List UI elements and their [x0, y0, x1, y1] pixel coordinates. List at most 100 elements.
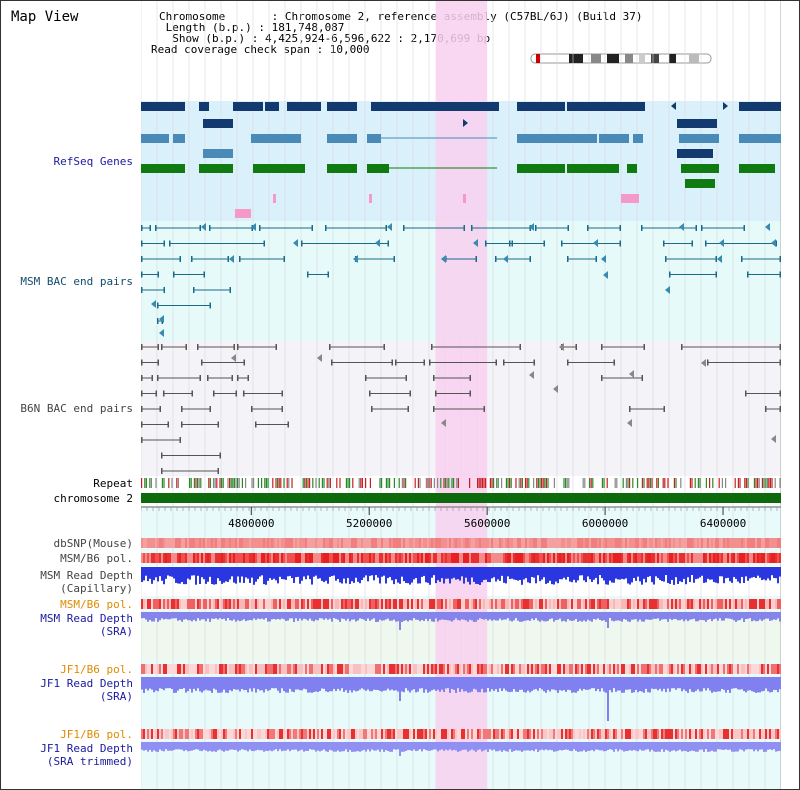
read-depth-bar — [209, 567, 211, 577]
repeat-mark — [237, 478, 239, 488]
polymorphism-cell — [771, 729, 773, 739]
read-depth-bar — [285, 677, 287, 693]
polymorphism-cell — [373, 729, 375, 739]
repeat-mark — [625, 478, 627, 488]
read-depth-bar — [477, 742, 479, 751]
strand-arrow-icon — [529, 371, 534, 379]
read-depth-bar — [531, 567, 533, 577]
polymorphism-cell — [449, 538, 451, 548]
read-depth-bar — [517, 612, 519, 621]
polymorphism-cell — [737, 599, 739, 609]
read-depth-bar — [551, 567, 553, 585]
polymorphism-cell — [459, 538, 461, 548]
polymorphism-cell — [223, 553, 225, 563]
read-depth-bar — [435, 567, 437, 584]
polymorphism-cell — [543, 664, 545, 674]
read-depth-bar — [761, 612, 763, 621]
polymorphism-cell — [557, 599, 559, 609]
polymorphism-cell — [565, 599, 567, 609]
read-depth-bar — [161, 612, 163, 619]
polymorphism-cell — [301, 599, 303, 609]
polymorphism-cell — [201, 729, 203, 739]
read-depth-bar — [287, 742, 289, 750]
repeat-mark — [469, 478, 471, 488]
bac-end — [157, 302, 159, 309]
polymorphism-cell — [393, 664, 395, 674]
repeat-mark — [592, 478, 594, 488]
read-depth-bar — [293, 742, 295, 750]
read-depth-bar — [655, 567, 657, 577]
polymorphism-cell — [617, 599, 619, 609]
repeat-mark — [497, 478, 499, 488]
read-depth-bar — [455, 567, 457, 580]
polymorphism-cell — [175, 553, 177, 563]
read-depth-bar — [243, 567, 245, 583]
polymorphism-cell — [185, 553, 187, 563]
polymorphism-cell — [741, 664, 743, 674]
genome-track-canvas[interactable]: 4800000 5200000 5600000 6000000 6400000 — [141, 1, 781, 789]
read-depth-bar — [697, 677, 699, 690]
read-depth-bar — [295, 612, 297, 619]
read-depth-bar — [249, 677, 251, 689]
read-depth-bar — [267, 612, 269, 622]
read-depth-bar — [579, 567, 581, 576]
read-depth-bar — [405, 742, 407, 751]
read-depth-bar — [189, 742, 191, 751]
read-depth-bar — [757, 677, 759, 693]
read-depth-bar — [205, 612, 207, 622]
polymorphism-cell — [477, 599, 479, 609]
bac-end — [163, 240, 165, 247]
read-depth-bar — [215, 567, 217, 585]
read-depth-bar — [237, 677, 239, 690]
polymorphism-cell — [257, 729, 259, 739]
read-depth-bar — [505, 612, 507, 620]
read-depth-bar — [539, 742, 541, 751]
repeat-mark — [718, 478, 720, 488]
read-depth-bar — [401, 677, 403, 692]
polymorphism-cell — [439, 599, 441, 609]
polymorphism-cell — [159, 553, 161, 563]
polymorphism-cell — [487, 729, 489, 739]
read-depth-bar — [481, 677, 483, 689]
polymorphism-cell — [317, 729, 319, 739]
polymorphism-cell — [327, 538, 329, 548]
polymorphism-cell — [743, 553, 745, 563]
polymorphism-cell — [255, 538, 257, 548]
bac-end — [155, 390, 157, 397]
polymorphism-cell — [357, 729, 359, 739]
read-depth-bar — [233, 567, 235, 583]
read-depth-bar — [617, 612, 619, 621]
read-depth-bar — [745, 677, 747, 693]
read-depth-bar — [373, 612, 375, 619]
polymorphism-cell — [775, 553, 777, 563]
read-depth-bar — [397, 612, 399, 622]
read-depth-bar — [635, 677, 637, 690]
repeat-mark — [326, 478, 328, 488]
read-depth-bar — [219, 677, 221, 693]
read-depth-bar — [253, 567, 255, 585]
polymorphism-cell — [719, 553, 721, 563]
polymorphism-cell — [519, 599, 521, 609]
read-depth-bar — [731, 567, 733, 583]
polymorphism-cell — [591, 538, 593, 548]
read-depth-bar — [773, 677, 775, 690]
read-depth-bar — [229, 567, 231, 580]
polymorphism-cell — [747, 729, 749, 739]
bac-end — [331, 359, 333, 366]
read-depth-bar — [535, 742, 537, 750]
read-depth-bar — [667, 742, 669, 751]
polymorphism-cell — [519, 664, 521, 674]
read-depth-bar — [471, 567, 473, 578]
repeat-mark — [699, 478, 701, 488]
read-depth-bar — [687, 742, 689, 752]
polymorphism-cell — [445, 538, 447, 548]
read-depth-bar — [747, 612, 749, 619]
polymorphism-cell — [457, 599, 459, 609]
read-depth-bar — [417, 677, 419, 692]
polymorphism-cell — [399, 599, 401, 609]
polymorphism-cell — [421, 664, 423, 674]
bac-end — [167, 421, 169, 428]
polymorphism-cell — [647, 538, 649, 548]
read-depth-bar — [335, 567, 337, 581]
polymorphism-cell — [533, 664, 535, 674]
